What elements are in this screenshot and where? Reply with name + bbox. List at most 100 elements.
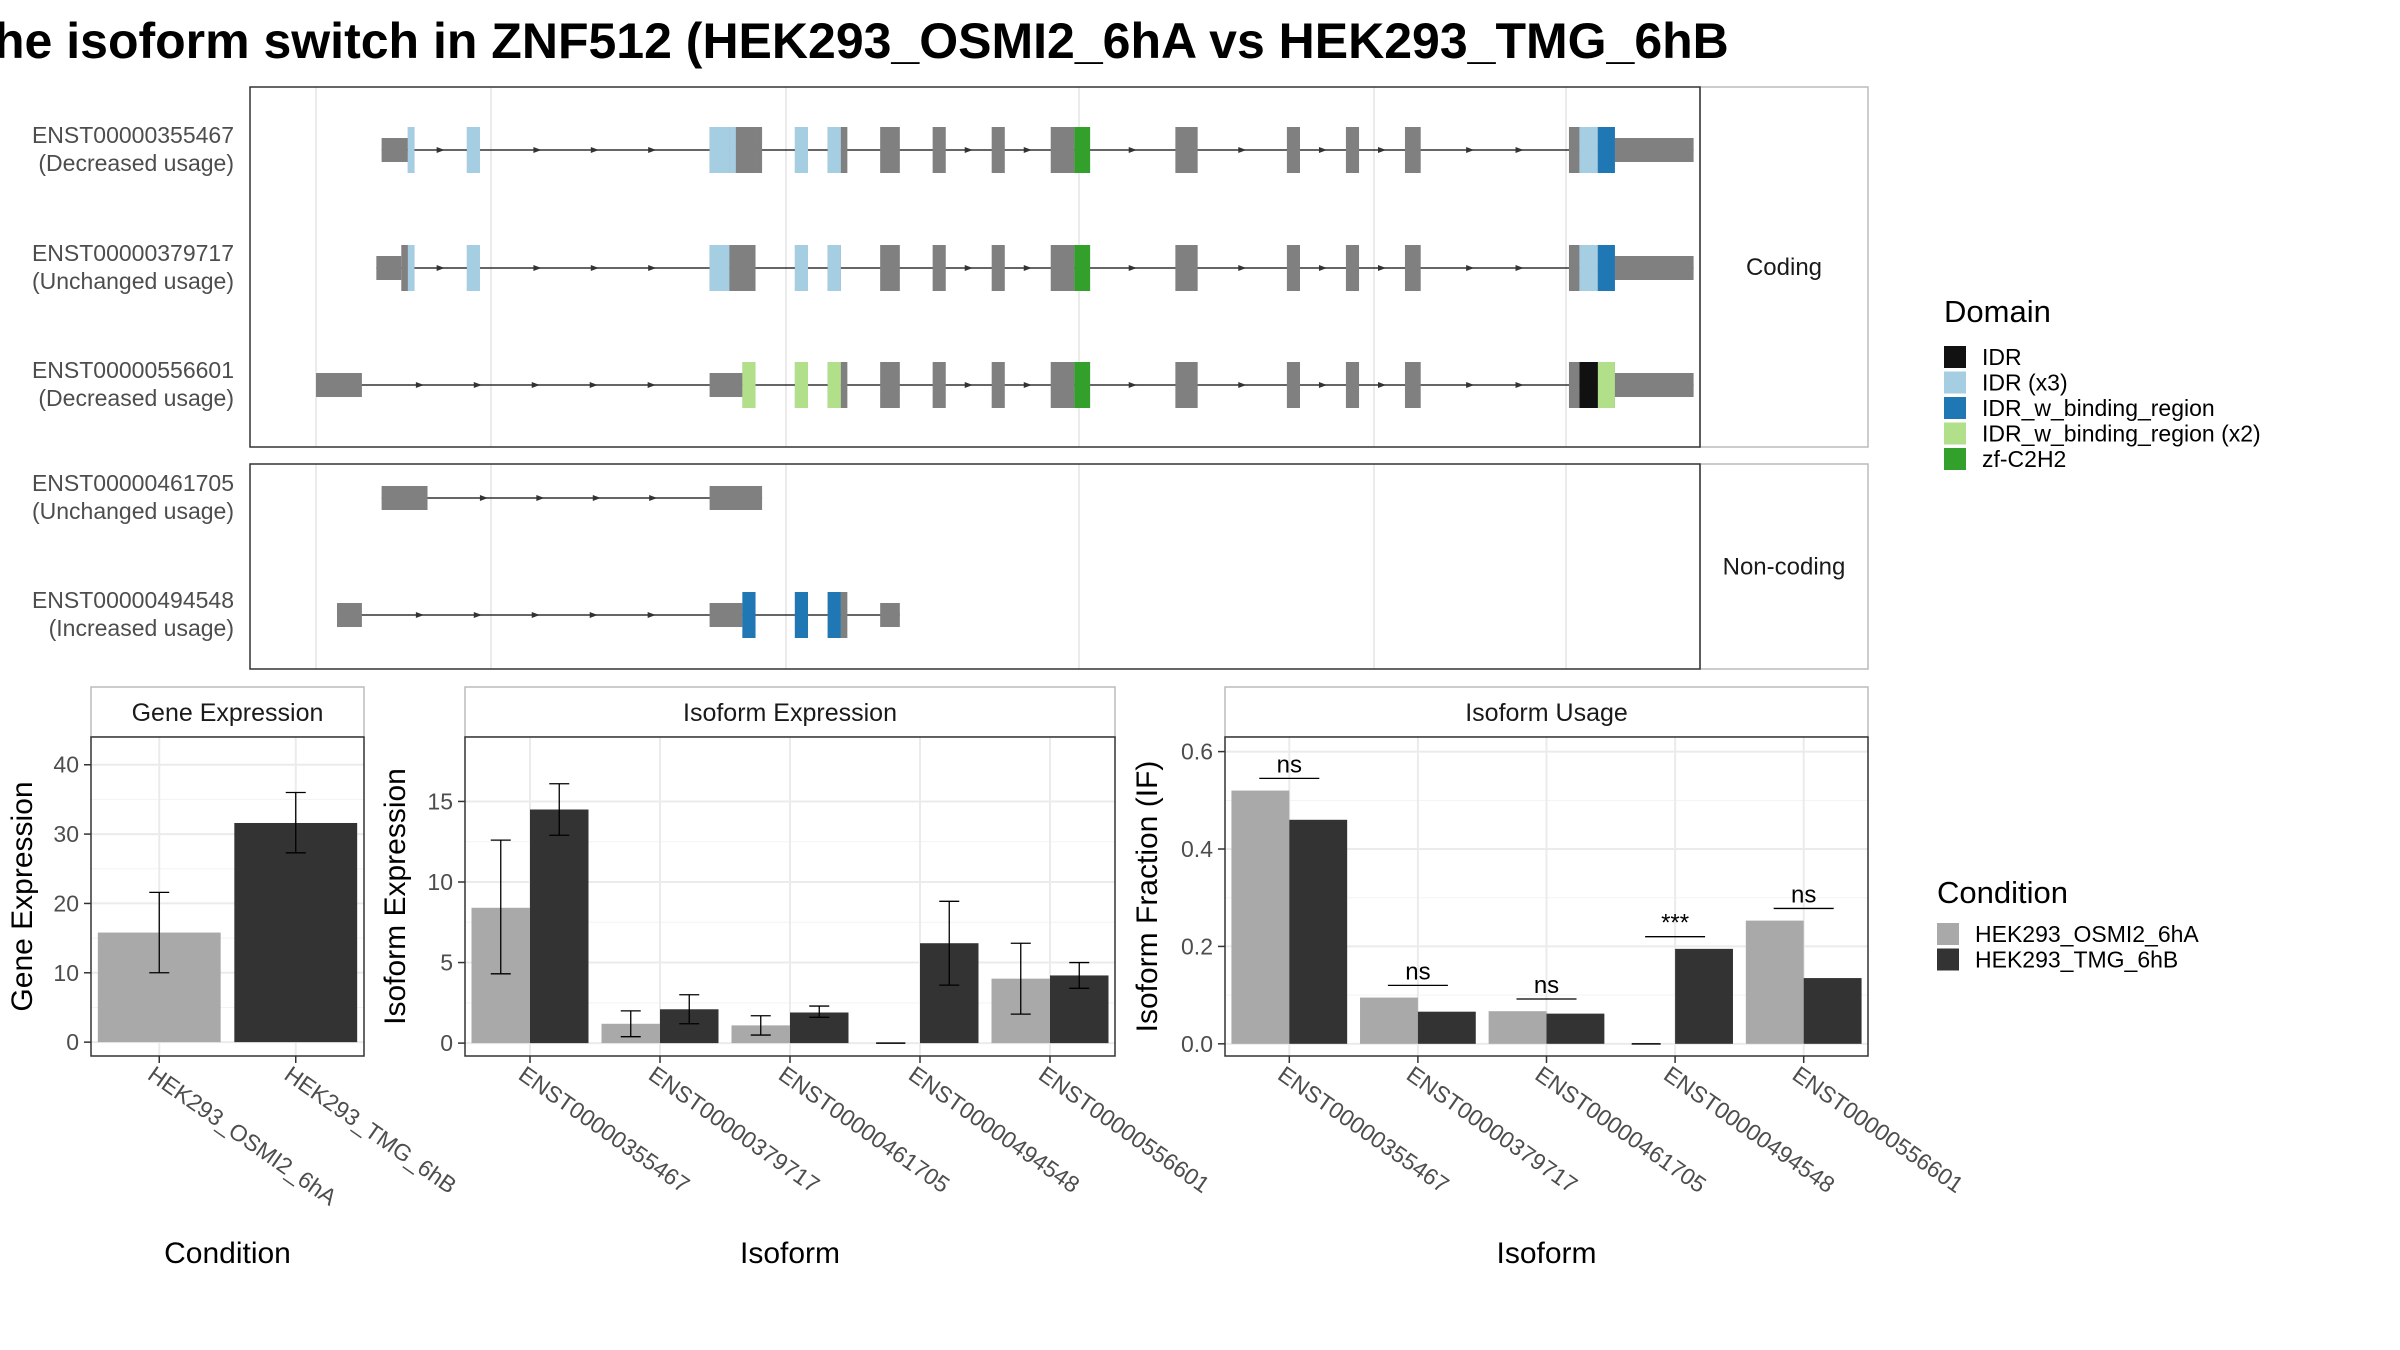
exon bbox=[1345, 127, 1360, 173]
intron-arrow bbox=[473, 612, 482, 618]
exon bbox=[1175, 245, 1198, 291]
intron-arrow bbox=[1128, 265, 1137, 271]
condition-legend-title: Condition bbox=[1937, 875, 2068, 910]
structure-panel-border bbox=[249, 86, 1701, 448]
exon bbox=[991, 127, 1005, 173]
exon bbox=[381, 486, 428, 510]
y-tick-label: 0 bbox=[440, 1030, 453, 1056]
exon bbox=[336, 603, 362, 627]
intron-arrow bbox=[1023, 382, 1032, 388]
y-tick-label: 0 bbox=[66, 1029, 79, 1055]
exon bbox=[709, 486, 763, 510]
exon bbox=[709, 603, 743, 627]
figure-title-group: he isoform switch in ZNF512 (HEK293_OSMI… bbox=[0, 13, 1729, 69]
transcript-ENST00000355467: ENST00000355467(Decreased usage) bbox=[32, 122, 1694, 176]
transcript-usage-label: (Unchanged usage) bbox=[32, 268, 234, 294]
domain-legend-key bbox=[1944, 448, 1966, 470]
bar bbox=[1231, 790, 1290, 1044]
intron-arrow bbox=[1515, 265, 1524, 271]
intron-arrow bbox=[1318, 265, 1327, 271]
structure-panel-bg bbox=[250, 464, 1700, 669]
x-axis-title: Isoform bbox=[740, 1237, 840, 1270]
intron-arrow bbox=[590, 147, 599, 153]
domain-block bbox=[709, 245, 730, 291]
transcript-id-label: ENST00000556601 bbox=[32, 357, 234, 383]
y-tick-label: 10 bbox=[53, 960, 79, 986]
transcript-id-label: ENST00000494548 bbox=[32, 587, 234, 613]
exon bbox=[1568, 362, 1580, 408]
exon bbox=[1175, 127, 1198, 173]
bar bbox=[1289, 819, 1348, 1044]
domain-legend-key bbox=[1944, 422, 1966, 445]
y-tick-label: 10 bbox=[427, 869, 453, 895]
condition-legend-label: HEK293_TMG_6hB bbox=[1975, 947, 2178, 973]
intron-arrow bbox=[648, 265, 657, 271]
y-axis-title: Isoform Fraction (IF) bbox=[1131, 761, 1164, 1033]
bar bbox=[1360, 997, 1418, 1044]
exon bbox=[1345, 362, 1360, 408]
y-tick-label: 0.4 bbox=[1181, 836, 1213, 862]
intron-arrow bbox=[1378, 265, 1386, 271]
exon bbox=[1286, 127, 1300, 173]
intron-arrow bbox=[479, 495, 488, 501]
panel-strip bbox=[1224, 686, 1869, 738]
exon bbox=[1050, 127, 1075, 173]
domain-block bbox=[466, 245, 480, 291]
domain-legend-label: IDR bbox=[1982, 344, 2022, 370]
significance-label: ns bbox=[1534, 972, 1559, 999]
domain-legend-label: IDR (x3) bbox=[1982, 370, 2068, 396]
transcript-usage-label: (Decreased usage) bbox=[38, 385, 234, 411]
intron-arrow bbox=[647, 382, 656, 388]
exon bbox=[1614, 138, 1694, 162]
intron-arrow bbox=[1466, 147, 1475, 153]
intron-arrow bbox=[1515, 147, 1524, 153]
exon bbox=[932, 127, 946, 173]
panel-border bbox=[90, 736, 365, 1057]
domain-block bbox=[1579, 362, 1598, 408]
significance-label: ns bbox=[1791, 881, 1816, 908]
exon bbox=[1568, 245, 1580, 291]
domain-block bbox=[1074, 127, 1091, 173]
domain-block bbox=[742, 592, 756, 638]
transcript-id-label: ENST00000379717 bbox=[32, 240, 234, 266]
intron-arrow bbox=[1318, 382, 1327, 388]
intron-arrow bbox=[649, 495, 658, 501]
domain-legend-label: zf-C2H2 bbox=[1982, 446, 2066, 472]
y-tick-label: 15 bbox=[427, 788, 453, 814]
intron-arrow bbox=[1515, 382, 1524, 388]
intron-arrow bbox=[964, 265, 973, 271]
exon bbox=[1286, 362, 1300, 408]
exon bbox=[840, 592, 848, 638]
structure-strip-label: Non-coding bbox=[1723, 554, 1846, 581]
significance-label: ns bbox=[1405, 958, 1430, 985]
domain-block bbox=[827, 362, 841, 408]
exon bbox=[1568, 127, 1580, 173]
domain-block bbox=[1074, 362, 1091, 408]
intron-arrow bbox=[436, 147, 445, 153]
intron-arrow bbox=[964, 382, 973, 388]
exon bbox=[1614, 256, 1694, 280]
significance-label: *** bbox=[1661, 910, 1689, 937]
panel-strip-label: Isoform Expression bbox=[683, 699, 897, 727]
condition-legend-key bbox=[1937, 948, 1959, 971]
intron-arrow bbox=[964, 147, 973, 153]
structure-strip bbox=[1699, 86, 1869, 448]
intron-arrow bbox=[1378, 382, 1386, 388]
intron-arrow bbox=[473, 382, 482, 388]
isoform-expression-panel: Isoform Expression051015ENST00000355467E… bbox=[379, 686, 1215, 1270]
exon bbox=[991, 245, 1005, 291]
domain-legend-label: IDR_w_binding_region (x2) bbox=[1982, 421, 2261, 447]
bar bbox=[530, 809, 589, 1044]
domain-block bbox=[794, 362, 808, 408]
y-tick-label: 20 bbox=[53, 890, 79, 916]
exon bbox=[755, 127, 763, 173]
intron-arrow bbox=[1466, 265, 1475, 271]
intron-arrow bbox=[1238, 265, 1247, 271]
transcript-id-label: ENST00000355467 bbox=[32, 122, 234, 148]
exon bbox=[1050, 245, 1075, 291]
transcript-ENST00000379717: ENST00000379717(Unchanged usage) bbox=[32, 240, 1694, 294]
exon bbox=[1404, 245, 1421, 291]
